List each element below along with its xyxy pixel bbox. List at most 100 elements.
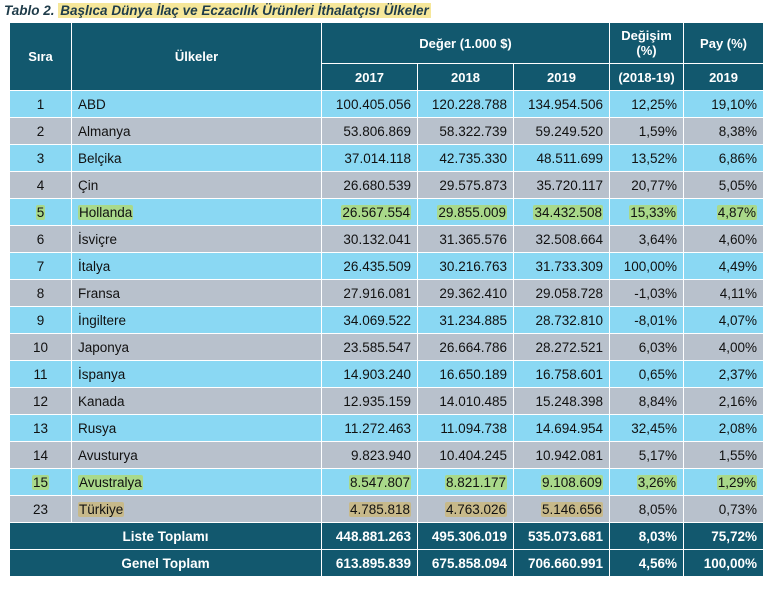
- share-cell: 19,10%: [683, 90, 765, 118]
- country-cell-text: Fransa: [78, 285, 121, 301]
- header-row-bottom: 2017 2018 2019 (2018-19) 2019: [10, 63, 765, 91]
- rank-cell: 8: [9, 279, 72, 307]
- value-2018-cell: 26.664.786: [417, 333, 514, 361]
- value-2017-cell-text: 14.903.240: [343, 366, 411, 382]
- share-cell-text: 6,86%: [718, 150, 758, 166]
- change-cell-text: 20,77%: [631, 177, 678, 193]
- rank-cell: 12: [9, 387, 72, 415]
- total-label: Liste Toplamı: [9, 522, 322, 550]
- value-2018-cell-text: 26.664.786: [439, 339, 507, 355]
- total-label: Genel Toplam: [9, 549, 322, 577]
- value-2017-cell-text: 4.785.818: [348, 501, 411, 517]
- country-cell: ABD: [71, 90, 322, 118]
- header-year-2017: 2017: [321, 63, 418, 91]
- share-cell: 1,29%: [683, 468, 765, 496]
- header-rank: Sıra: [9, 22, 72, 91]
- header-year-2018: 2018: [417, 63, 514, 91]
- value-2019-cell-text: 35.720.117: [536, 177, 604, 193]
- rank-cell: 6: [9, 225, 72, 253]
- country-cell: Japonya: [71, 333, 322, 361]
- rank-cell: 3: [9, 144, 72, 172]
- value-2018-cell: 29.855.009: [417, 198, 514, 226]
- value-2019-cell-text: 15.248.398: [535, 393, 604, 409]
- value-2019-cell: 32.508.664: [512, 225, 611, 253]
- table-row: 6 İsviçre 30.132.041 31.365.576 32.508.664 3,…: [9, 225, 765, 253]
- value-2019-cell: 14.694.954: [512, 414, 611, 442]
- table-row: 2 Almanya 53.806.869 58.322.739 59.249.520 1,…: [9, 117, 765, 145]
- rank-cell: 10: [9, 333, 72, 361]
- value-2018-cell: 31.234.885: [417, 306, 514, 334]
- value-2019-cell: 15.248.398: [512, 387, 611, 415]
- value-2017-cell: 4.785.818: [321, 495, 418, 523]
- rank-cell: 5: [9, 198, 72, 226]
- rank-cell-text: 1: [36, 96, 45, 112]
- country-cell-text: Avusturya: [78, 447, 138, 463]
- share-cell: 1,55%: [683, 441, 765, 469]
- rank-cell-text: 4: [36, 177, 45, 193]
- change-cell: 1,59%: [609, 117, 685, 145]
- country-cell-text: Kanada: [78, 393, 125, 409]
- share-cell: 2,16%: [683, 387, 765, 415]
- value-2017-cell: 26.567.554: [321, 198, 418, 226]
- country-cell: Fransa: [71, 279, 322, 307]
- share-cell: 4,11%: [683, 279, 765, 307]
- value-2019-cell-text: 59.249.520: [535, 123, 604, 139]
- rank-cell-text: 6: [36, 231, 45, 247]
- value-2019-cell: 48.511.699: [512, 144, 611, 172]
- header-share-group: Pay (%): [683, 22, 765, 64]
- value-2017-cell: 30.132.041: [321, 225, 418, 253]
- rank-cell-text: 5: [35, 204, 46, 220]
- share-cell: 4,07%: [683, 306, 765, 334]
- rank-cell-text: 10: [32, 339, 49, 355]
- rank-cell: 13: [9, 414, 72, 442]
- table-caption: Tablo 2. Başlıca Dünya İlaç ve Eczacılık…: [4, 3, 431, 18]
- rank-cell-text: 3: [36, 150, 45, 166]
- total-change-cell: 4,56%: [609, 549, 685, 577]
- rank-cell-text: 13: [32, 420, 49, 436]
- country-cell-text: Türkiye: [78, 501, 125, 517]
- country-cell: Avusturya: [71, 441, 322, 469]
- header-share-year: 2019: [683, 63, 765, 91]
- change-cell-text: 8,05%: [638, 501, 678, 517]
- share-cell-text: 1,29%: [716, 474, 758, 490]
- change-cell: 12,25%: [609, 90, 685, 118]
- header-year-2019: 2019: [512, 63, 611, 91]
- share-cell-text: 4,00%: [718, 339, 758, 355]
- change-cell: -8,01%: [609, 306, 685, 334]
- country-cell: Türkiye: [71, 495, 322, 523]
- table-footer: Liste Toplamı 448.881.263 495.306.019 535.0…: [9, 522, 765, 577]
- share-cell-text: 5,05%: [718, 177, 758, 193]
- total-2019-cell: 706.660.991: [512, 549, 611, 577]
- change-cell-text: 13,52%: [631, 150, 678, 166]
- change-cell-text: 6,03%: [638, 339, 678, 355]
- table-row: 10 Japonya 23.585.547 26.664.786 28.272.521 6…: [9, 333, 765, 361]
- value-2018-cell-text: 58.322.739: [439, 123, 507, 139]
- change-cell-text: 5,17%: [638, 447, 678, 463]
- change-cell: 3,64%: [609, 225, 685, 253]
- value-2018-cell-text: 31.234.885: [439, 312, 507, 328]
- value-2019-cell-text: 10.942.081: [535, 447, 604, 463]
- value-2017-cell-text: 26.680.539: [343, 177, 411, 193]
- rank-cell-text: 8: [36, 285, 45, 301]
- value-2019-cell-text: 34.432.508: [533, 204, 604, 220]
- value-2019-cell: 134.954.506: [512, 90, 611, 118]
- value-2019-cell: 28.272.521: [512, 333, 611, 361]
- rank-cell-text: 2: [36, 123, 45, 139]
- value-2019-cell-text: 28.272.521: [535, 339, 604, 355]
- value-2018-cell-text: 8.821.177: [444, 474, 507, 490]
- country-cell: İsviçre: [71, 225, 322, 253]
- caption-title: Başlıca Dünya İlaç ve Eczacılık Ürünleri…: [58, 3, 431, 18]
- country-cell: Kanada: [71, 387, 322, 415]
- value-2018-cell-text: 120.228.788: [431, 96, 507, 112]
- share-cell: 4,60%: [683, 225, 765, 253]
- total-2019-cell: 535.073.681: [512, 522, 611, 550]
- rank-cell-text: 11: [33, 366, 48, 382]
- change-cell: 20,77%: [609, 171, 685, 199]
- country-cell-text: Hollanda: [78, 204, 134, 220]
- country-cell-text: ABD: [78, 96, 106, 112]
- value-2018-cell: 42.735.330: [417, 144, 514, 172]
- country-cell-text: Belçika: [78, 150, 122, 166]
- share-cell: 0,73%: [683, 495, 765, 523]
- table-row: 11 İspanya 14.903.240 16.650.189 16.758.601 0…: [9, 360, 765, 388]
- rank-cell: 9: [9, 306, 72, 334]
